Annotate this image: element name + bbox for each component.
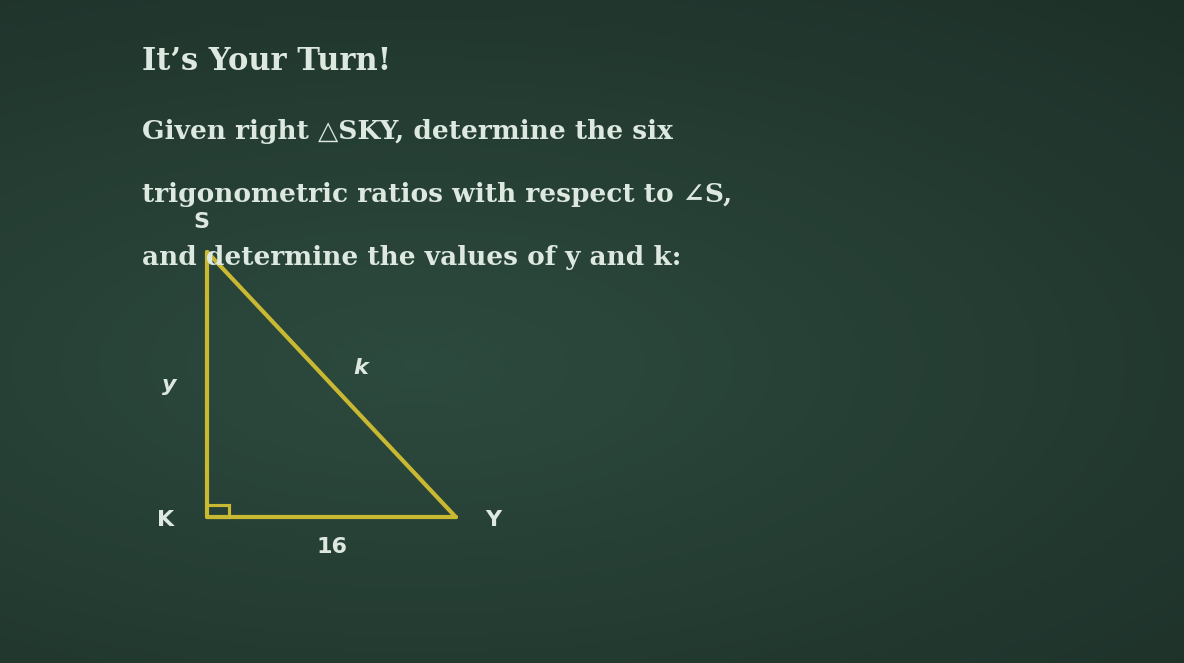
Text: trigonometric ratios with respect to ∠S,: trigonometric ratios with respect to ∠S, [142, 182, 733, 208]
Text: Given right △SKY, determine the six: Given right △SKY, determine the six [142, 119, 673, 145]
Text: y: y [162, 375, 176, 394]
Text: k: k [354, 358, 368, 378]
Text: S: S [193, 212, 210, 232]
Text: It’s Your Turn!: It’s Your Turn! [142, 46, 391, 78]
Text: K: K [157, 511, 174, 530]
Text: Y: Y [485, 511, 502, 530]
Text: and determine the values of y and k:: and determine the values of y and k: [142, 245, 682, 271]
Text: 16: 16 [316, 537, 347, 557]
